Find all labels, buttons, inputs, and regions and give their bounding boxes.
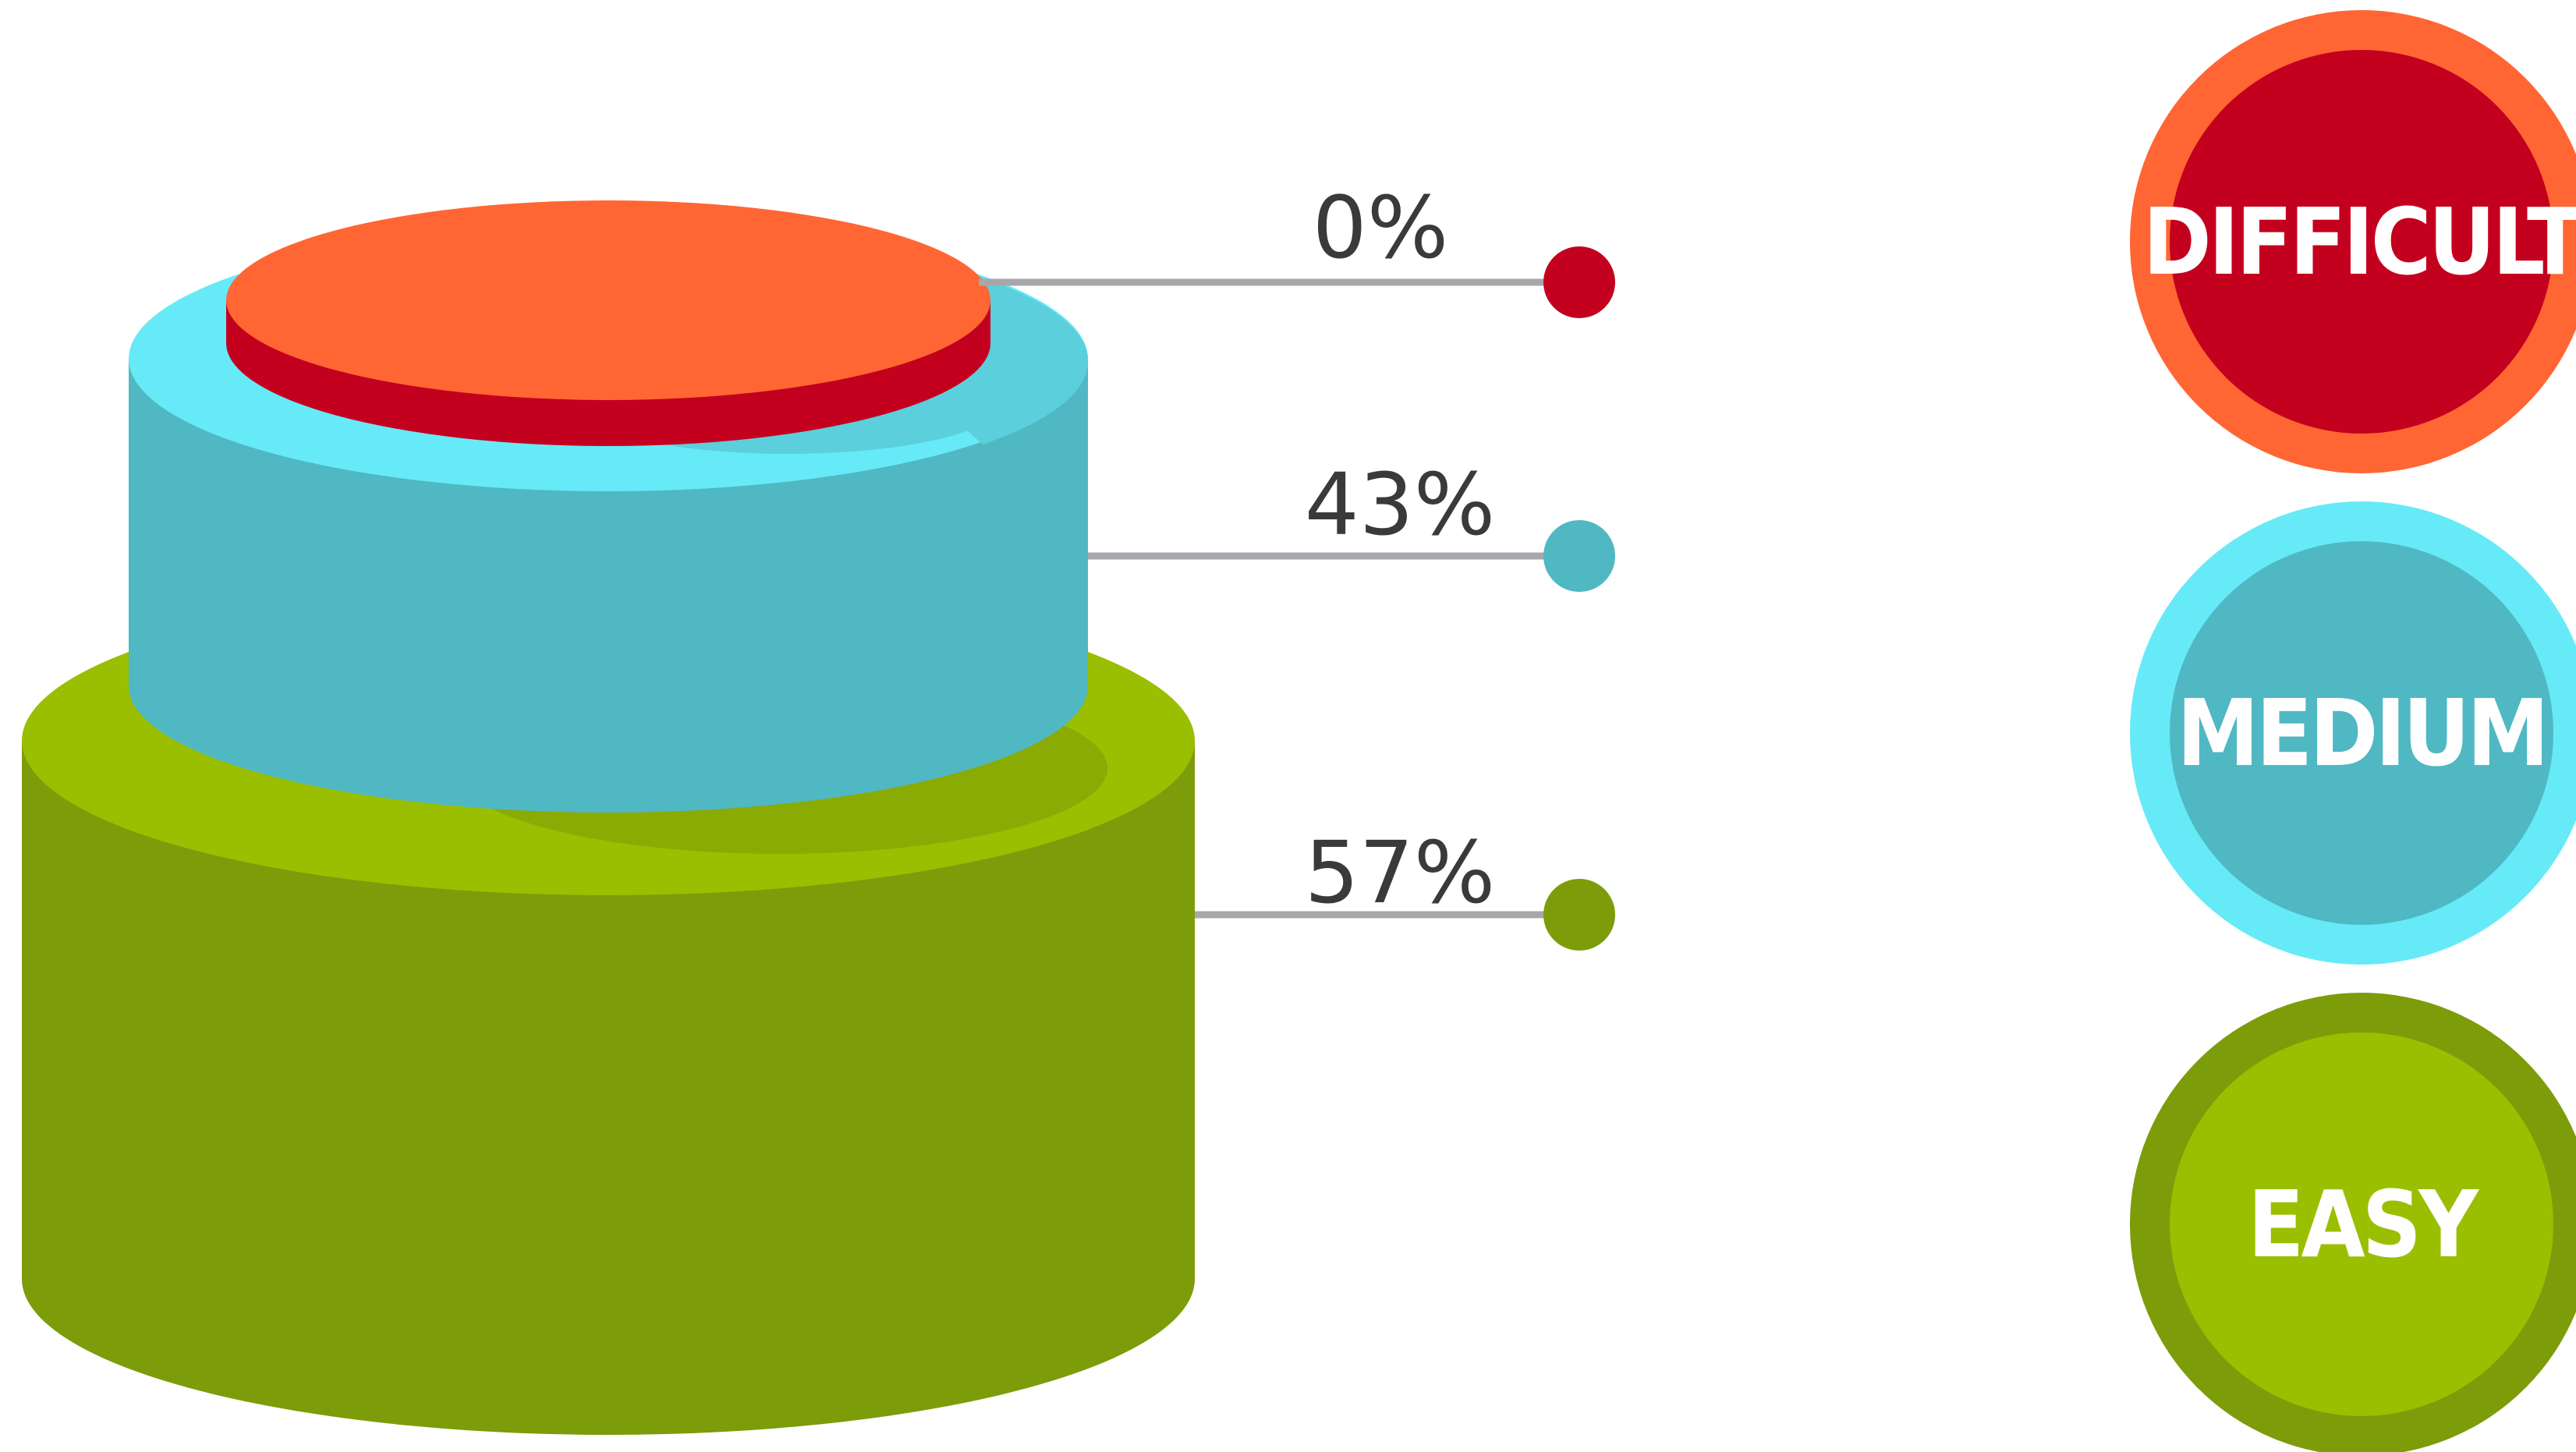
badge-label-difficult: DIFFICULT [2143,188,2576,296]
tier-difficult [226,200,998,454]
connector-dot-difficult [1543,246,1615,318]
legend-badge-medium: MEDIUM [2130,501,2576,965]
legend-badge-difficult: DIFFICULT [2130,10,2576,473]
tier-difficult-top [226,200,990,400]
value-label-difficult: 0% [1313,178,1449,278]
badge-label-easy: EASY [2248,1170,2479,1278]
badge-fill-easy [2170,1032,2553,1416]
tier-easy-side [22,741,1195,1435]
badge-fill-difficult [2170,50,2553,434]
value-label-easy: 57% [1305,823,1496,923]
badge-label-medium: MEDIUM [2177,679,2546,787]
connector-dot-medium [1543,520,1615,592]
legend-badge-easy: EASY [2130,993,2576,1452]
badge-fill-medium [2170,541,2553,925]
connector-dot-easy [1543,879,1615,951]
value-label-medium: 43% [1305,455,1496,554]
